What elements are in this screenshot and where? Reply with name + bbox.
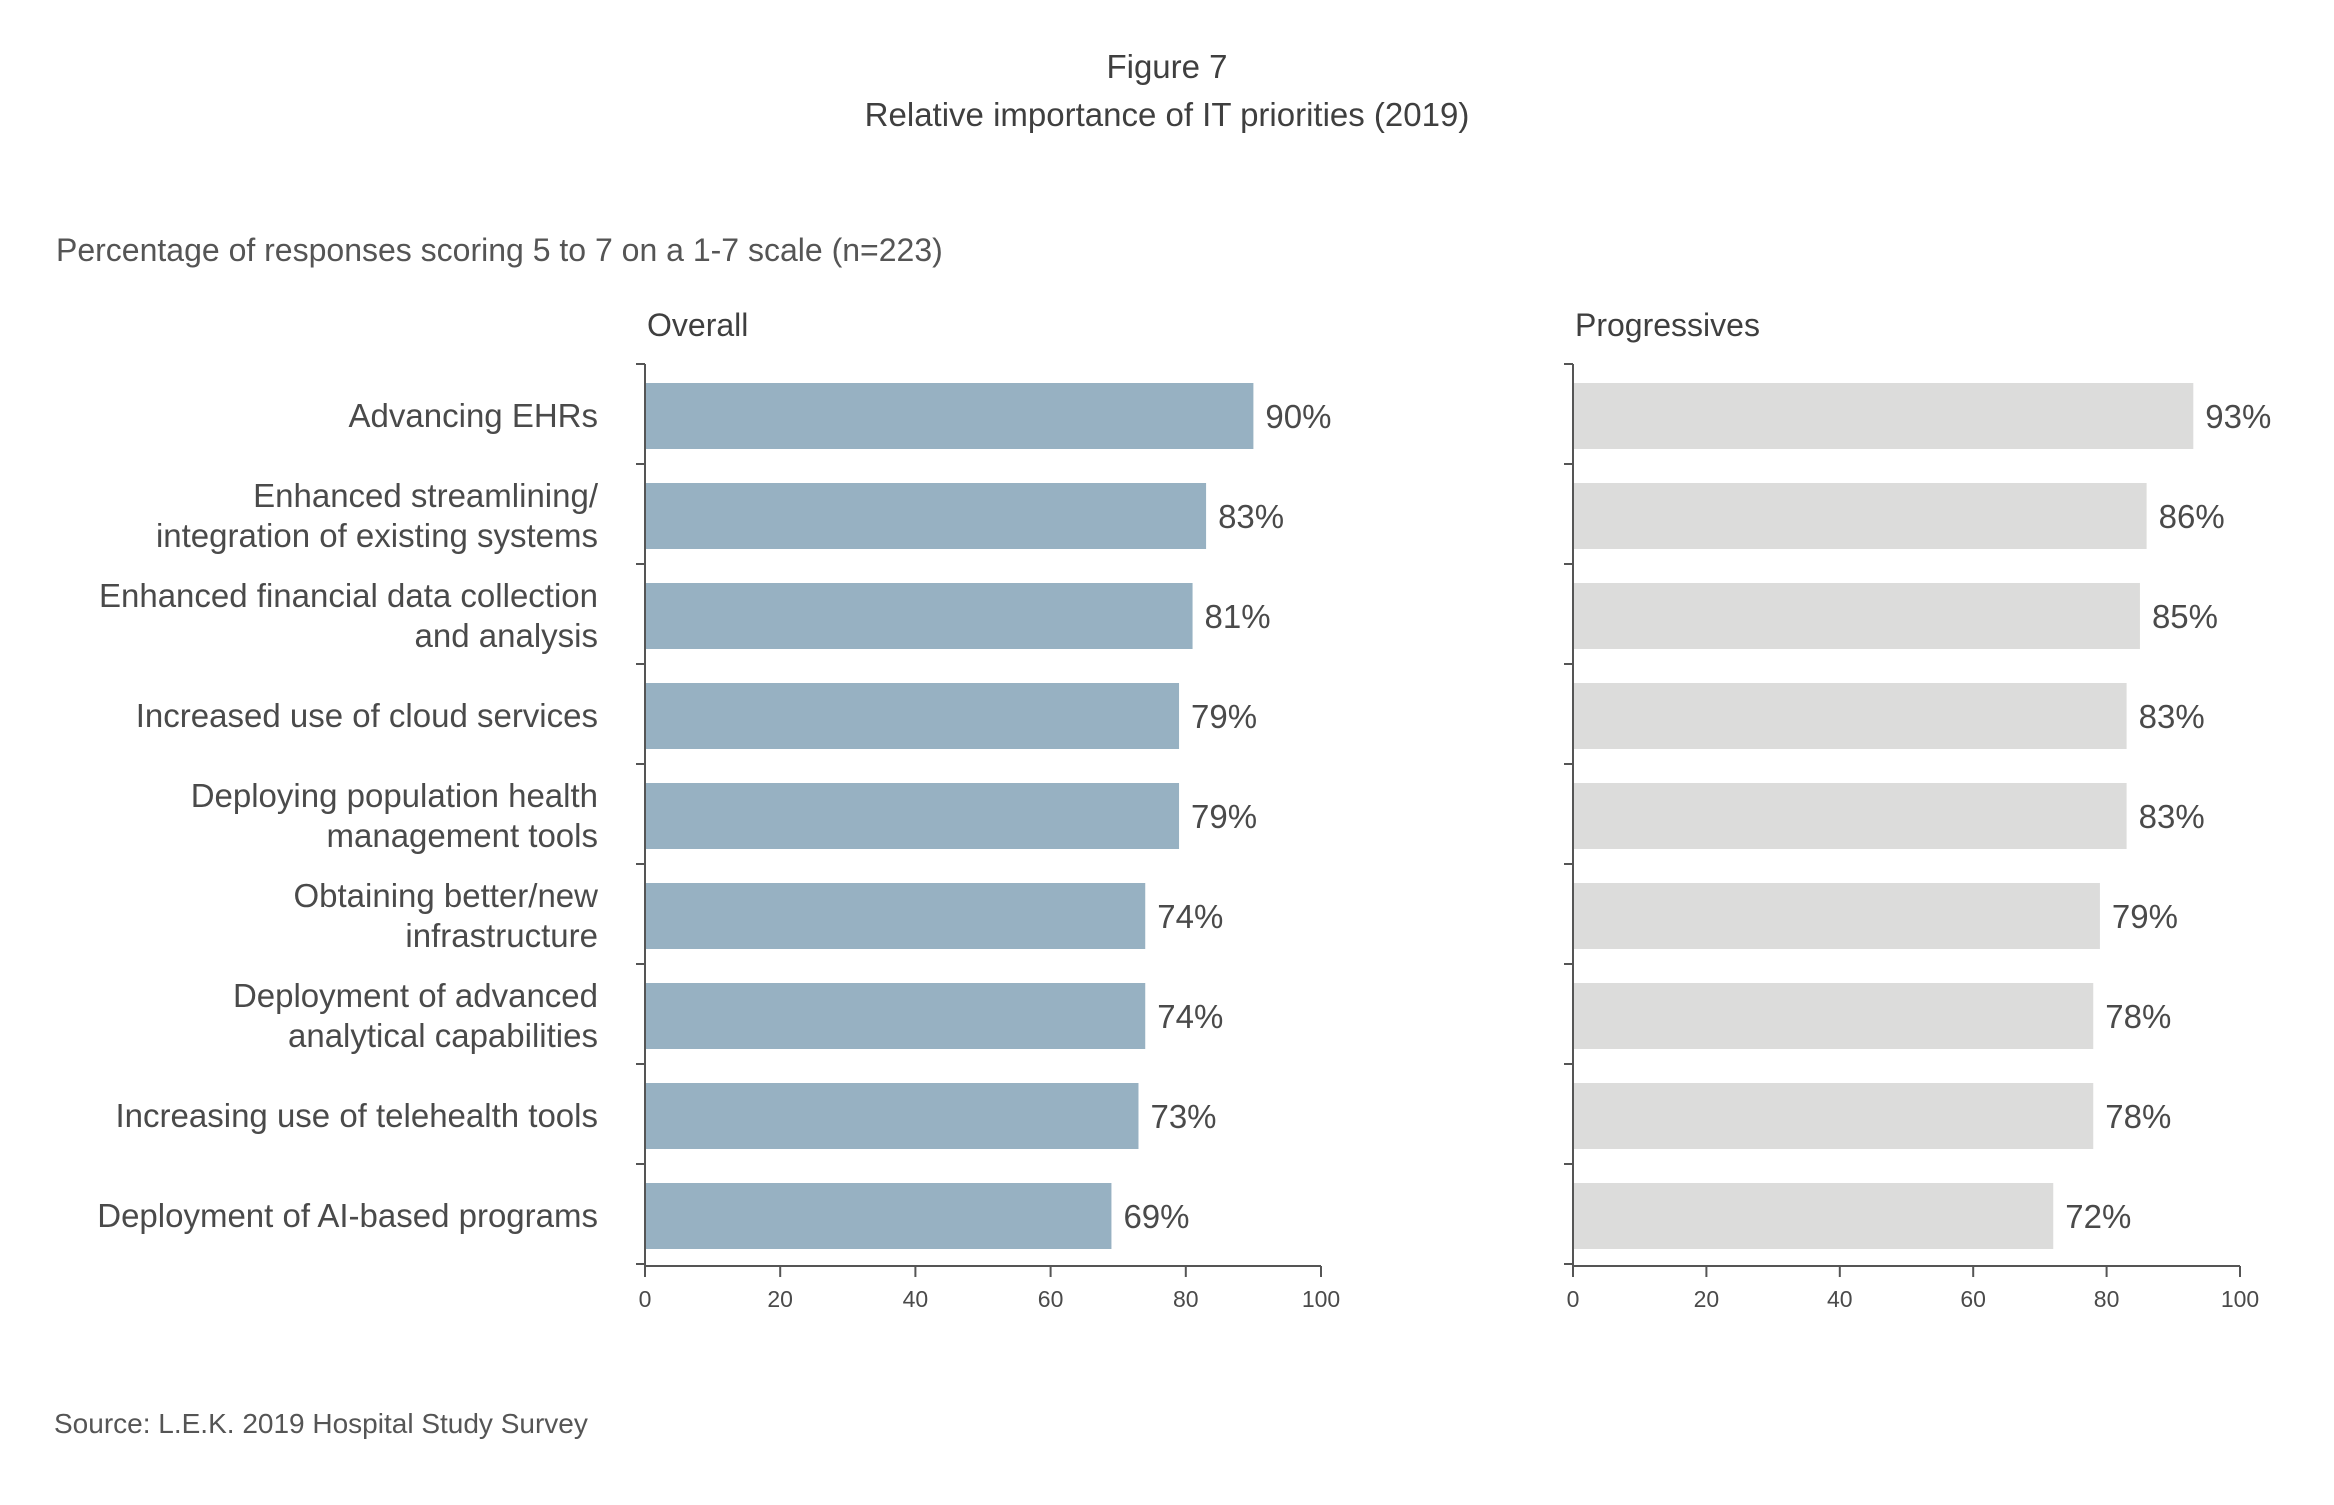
bar — [645, 383, 1254, 449]
category-label: Deployment of advanced analytical capabil… — [233, 977, 598, 1054]
category-label: Deployment of AI-based programs — [97, 1197, 598, 1234]
x-tick-label: 100 — [2221, 1286, 2259, 1312]
value-label: 74% — [1157, 998, 1223, 1035]
panel-title: Overall — [647, 307, 748, 343]
value-label: 79% — [1191, 698, 1257, 735]
x-tick-label: 40 — [1827, 1286, 1853, 1312]
bar — [645, 1083, 1139, 1149]
value-label: 79% — [2112, 898, 2178, 935]
bar — [1573, 583, 2140, 649]
value-label: 83% — [2139, 798, 2205, 835]
x-tick-label: 80 — [2094, 1286, 2120, 1312]
value-label: 90% — [1265, 398, 1331, 435]
value-label: 78% — [2105, 1098, 2171, 1135]
bar — [1573, 383, 2194, 449]
value-label: 86% — [2159, 498, 2225, 535]
bar — [645, 583, 1193, 649]
value-label: 74% — [1157, 898, 1223, 935]
value-label: 78% — [2105, 998, 2171, 1035]
bar — [1573, 783, 2127, 849]
value-label: 73% — [1150, 1098, 1216, 1135]
x-tick-label: 80 — [1173, 1286, 1199, 1312]
value-label: 85% — [2152, 598, 2218, 635]
bar — [645, 883, 1146, 949]
bar — [1573, 1183, 2054, 1249]
bar — [645, 983, 1146, 1049]
category-label: Increasing use of telehealth tools — [116, 1097, 598, 1134]
x-tick-label: 0 — [639, 1286, 652, 1312]
category-label: Increased use of cloud services — [136, 697, 598, 734]
x-tick-label: 100 — [1302, 1286, 1340, 1312]
x-tick-label: 20 — [1694, 1286, 1720, 1312]
value-label: 72% — [2065, 1198, 2131, 1235]
value-label: 83% — [2139, 698, 2205, 735]
category-label: Obtaining better/new infrastructure — [293, 877, 598, 954]
chart-subtitle: Percentage of responses scoring 5 to 7 o… — [56, 232, 943, 268]
bar — [645, 483, 1207, 549]
category-label: Enhanced financial data collection and an… — [99, 577, 598, 654]
value-label: 93% — [2205, 398, 2271, 435]
bar — [1573, 983, 2094, 1049]
category-label: Enhanced streamlining/integration of exi… — [156, 477, 599, 554]
value-label: 79% — [1191, 798, 1257, 835]
bar — [1573, 883, 2100, 949]
category-label: Advancing EHRs — [349, 397, 598, 434]
figure-label: Figure 7 — [1106, 48, 1228, 85]
bar — [645, 783, 1180, 849]
x-tick-label: 60 — [1038, 1286, 1064, 1312]
x-tick-label: 60 — [1960, 1286, 1986, 1312]
category-label: Deploying population health management to… — [191, 777, 598, 854]
bar — [1573, 483, 2147, 549]
x-tick-label: 0 — [1567, 1286, 1580, 1312]
figure-title: Relative importance of IT priorities (20… — [864, 96, 1470, 133]
value-label: 81% — [1205, 598, 1271, 635]
panel-title: Progressives — [1575, 307, 1760, 343]
x-tick-label: 40 — [903, 1286, 929, 1312]
bar — [645, 683, 1180, 749]
bar — [645, 1183, 1112, 1249]
bar — [1573, 1083, 2094, 1149]
x-tick-label: 20 — [767, 1286, 793, 1312]
value-label: 83% — [1218, 498, 1284, 535]
bar — [1573, 683, 2127, 749]
source-note: Source: L.E.K. 2019 Hospital Study Surve… — [54, 1408, 588, 1439]
value-label: 69% — [1123, 1198, 1189, 1235]
